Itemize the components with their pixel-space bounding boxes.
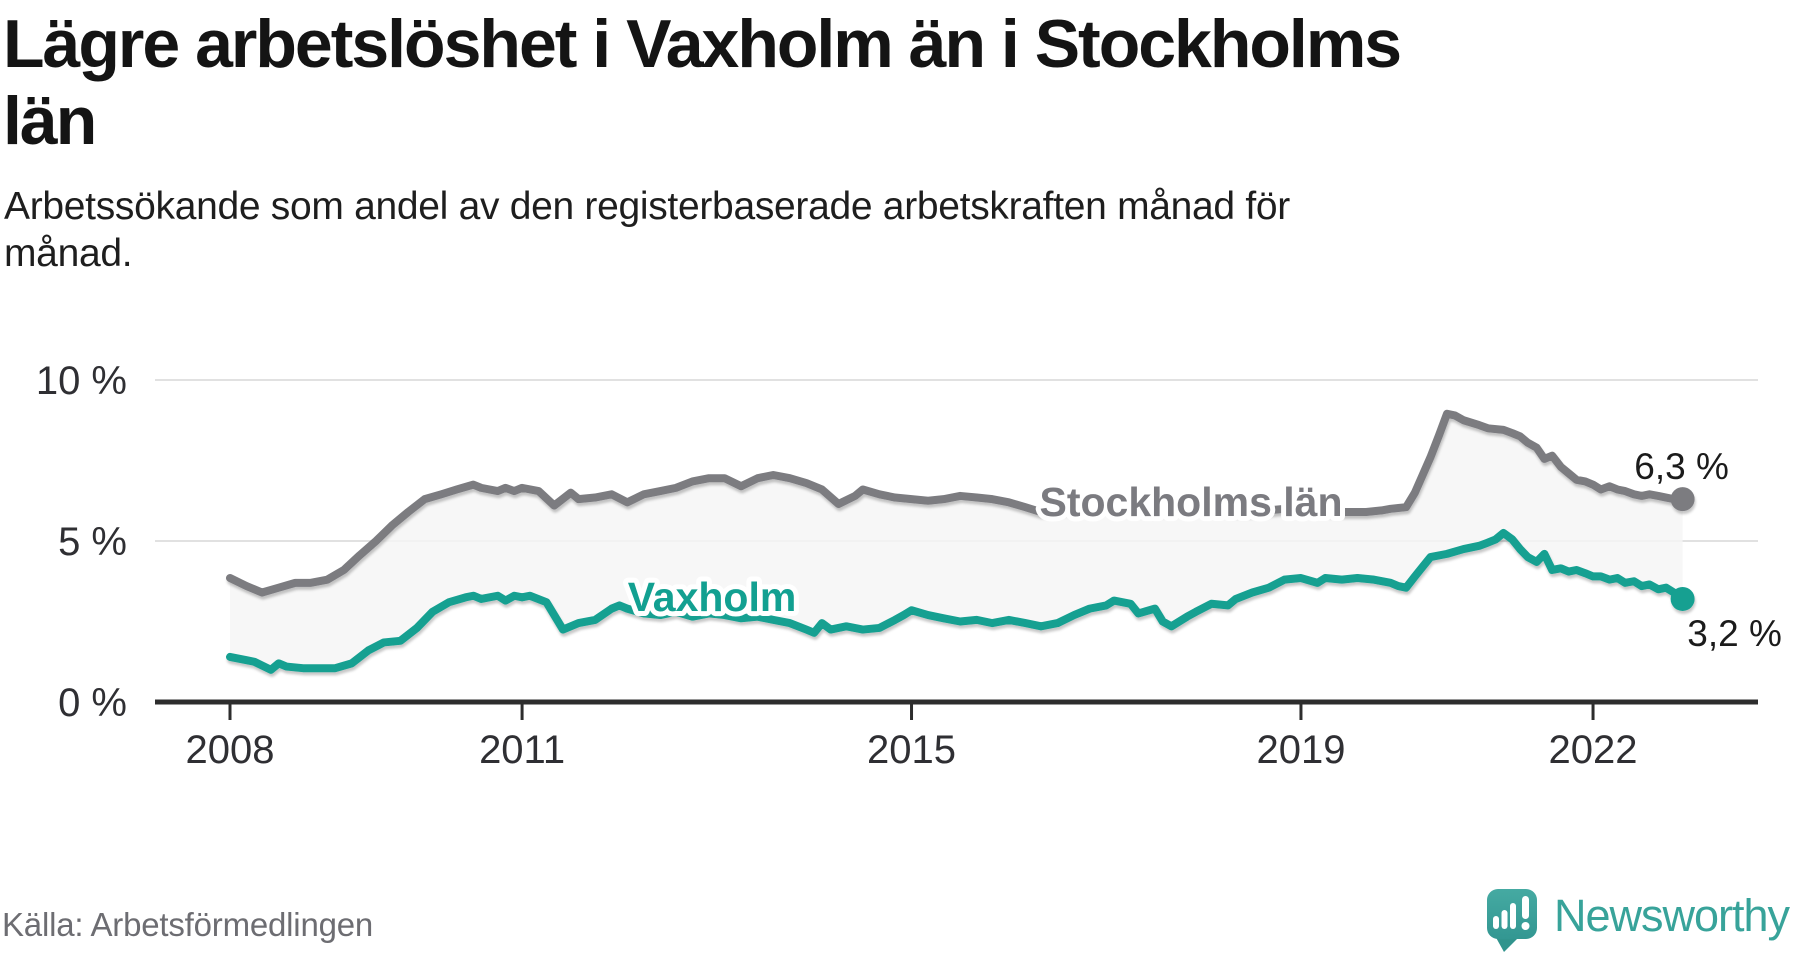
page-title-line1: Lägre arbetslöshet i Vaxholm än i Stockh… [3,6,1402,82]
newsworthy-logo: Newsworthy [1486,884,1800,954]
series-end-dot [1670,487,1695,512]
series-end-value-label: 3,2 % [1687,613,1782,654]
axis-layer: 2008 2011 2015 2019 2022 [155,699,1758,772]
series-line [226,409,1687,597]
x-axis-label: 2019 [1256,728,1345,772]
series-end-value-label: 6,3 % [1634,446,1729,487]
y-axis-label: 0 % [58,681,127,725]
series-end-dot [1670,586,1695,611]
source-note: Källa: Arbetsförmedlingen [2,906,374,943]
series-line [226,528,1687,674]
y-axis-label: 10 % [36,359,127,403]
chart-subtitle-line2: månad. [4,232,133,275]
x-axis-label: 2022 [1549,728,1638,772]
x-axis-label: 2015 [867,728,956,772]
area-layer [230,413,1683,670]
chart-subtitle: Arbetssökande som andel av den registerb… [4,183,1604,277]
series-name-label: Stockholms län [1039,479,1342,525]
y-axis-label: 5 % [58,520,127,564]
x-axis-label: 2008 [186,728,275,772]
newsworthy-wordmark: Newsworthy [1554,890,1790,941]
line-layer [226,409,1695,674]
page-title-line2: län [3,83,97,159]
newsworthy-bubble-chart-icon [1487,889,1537,952]
label-layer: Stockholms län Vaxholm 6,3 % 3,2 % [623,446,1782,654]
series-name-label: Vaxholm [628,574,797,620]
area-between-series [230,413,1683,670]
page-title: Lägre arbetslöshet i Vaxholm än i Stockh… [3,6,1743,160]
x-axis-label: 2011 [479,728,565,772]
chart-subtitle-line1: Arbetssökande som andel av den registerb… [4,185,1290,228]
